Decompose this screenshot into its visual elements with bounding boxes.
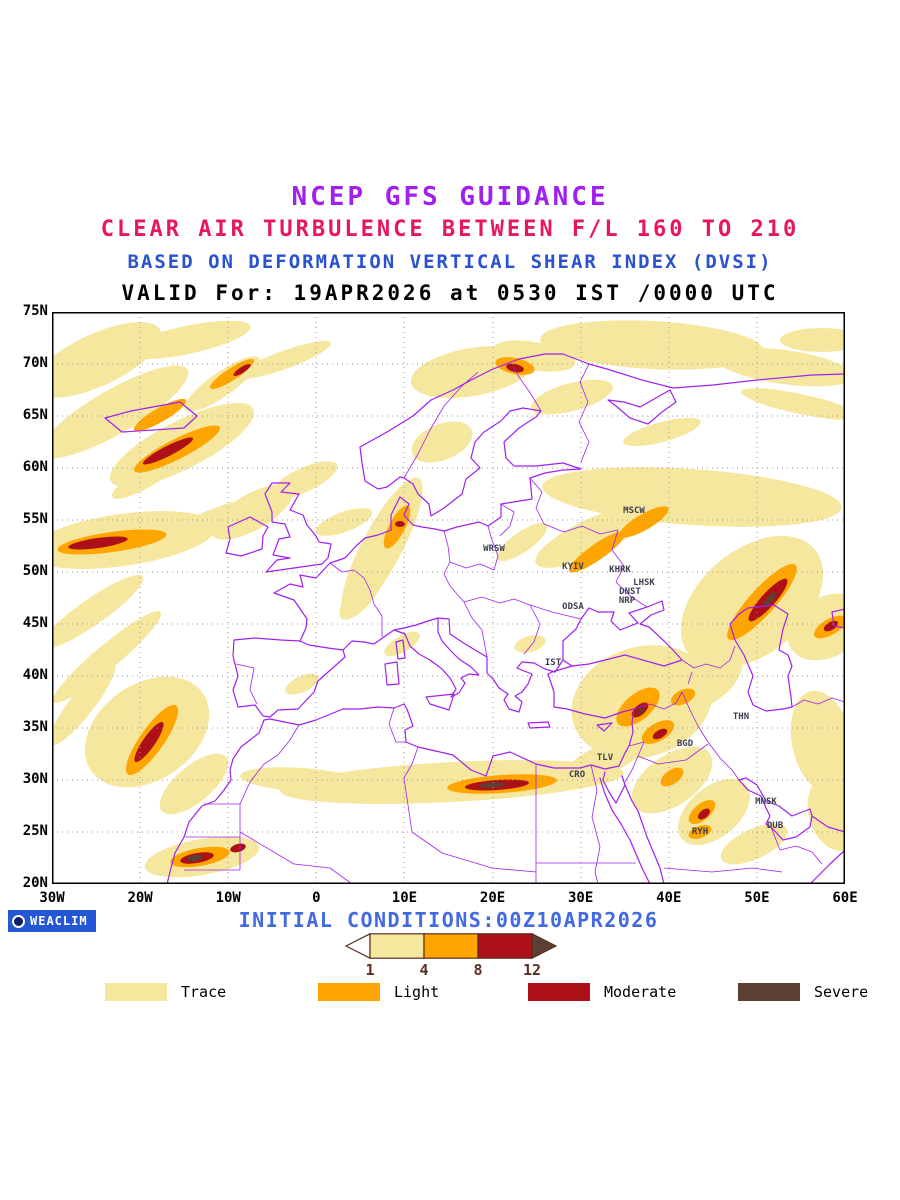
lon-tick-50E: 50E [744, 890, 770, 906]
turbulence-severe-regions [187, 592, 777, 862]
initial-conditions-text: INITIAL CONDITIONS:00Z10APR2026 [238, 908, 659, 932]
colorbar-value-1: 1 [365, 961, 375, 979]
legend-swatch-moderate [528, 983, 590, 1001]
city-label-cro: CRO [568, 770, 586, 780]
lat-tick-25N: 25N [22, 823, 48, 839]
city-label-dnst: DNST [619, 587, 641, 597]
colorbar-canvas [344, 932, 558, 960]
lon-tick-60E: 60E [832, 890, 858, 906]
lat-tick-60N: 60N [22, 459, 48, 475]
lat-tick-65N: 65N [22, 407, 48, 423]
lon-tick-40E: 40E [656, 890, 682, 906]
legend-label-severe: Severe [814, 983, 869, 1001]
lat-tick-35N: 35N [22, 719, 48, 735]
graticule-grid [52, 312, 845, 884]
map-plot-area: MSCW WRSW KYIV KHRK LHSK DNST NRP ODSA IST THN BGD… [52, 312, 845, 884]
legend-item-severe: Severe [738, 983, 868, 1001]
lon-tick-10W: 10W [215, 890, 241, 906]
lat-tick-45N: 45N [22, 615, 48, 631]
legend-item-light: Light [318, 983, 439, 1001]
colorbar-left-arrow [344, 932, 371, 960]
lat-tick-40N: 40N [22, 667, 48, 683]
city-label-kyiv: KYIV [562, 562, 584, 572]
title-model: NCEP GFS GUIDANCE [291, 182, 609, 212]
legend-label-light: Light [394, 983, 440, 1001]
country-borders [184, 363, 845, 884]
lon-tick-10E: 10E [391, 890, 418, 906]
city-label-ryh: RYH [691, 827, 709, 837]
city-label-nrp: NRP [618, 596, 636, 606]
city-label-thn: THN [732, 712, 750, 722]
colorbar-light-segment [423, 933, 479, 959]
lon-tick-0: 0 [312, 890, 321, 906]
title-method: BASED ON DEFORMATION VERTICAL SHEAR INDE… [127, 251, 773, 273]
lon-tick-20E: 20E [479, 890, 506, 906]
title-product: CLEAR AIR TURBULENCE BETWEEN F/L 160 TO … [100, 217, 800, 242]
city-label-mnsk: MNSK [755, 797, 777, 807]
weaclim-logo: WEACLIM [8, 910, 96, 932]
legend-label-trace: Trace [181, 983, 227, 1001]
legend-swatch-trace [105, 983, 167, 1001]
weaclim-logo-text: WEACLIM [30, 914, 88, 928]
colorbar-moderate-segment [477, 933, 533, 959]
colorbar-value-4: 4 [419, 961, 429, 979]
city-label-bgd: BGD [676, 739, 694, 749]
legend: Trace Light Moderate Severe [0, 983, 900, 1005]
city-label-tlv: TLV [596, 753, 614, 763]
weaclim-logo-icon [12, 914, 25, 928]
colorbar-trace-segment [369, 933, 425, 959]
coastlines [104, 353, 845, 884]
colorbar-value-8: 8 [473, 961, 483, 979]
lat-tick-50N: 50N [22, 563, 48, 579]
colorbar-values: 1 4 8 12 [345, 961, 557, 979]
city-label-ist: IST [544, 658, 562, 668]
legend-swatch-light [318, 983, 380, 1001]
city-label-odsa: ODSA [562, 602, 584, 612]
legend-item-moderate: Moderate [528, 983, 676, 1001]
legend-item-trace: Trace [105, 983, 226, 1001]
city-label-wrsw: WRSW [483, 544, 505, 554]
map-canvas [52, 312, 845, 884]
colorbar [344, 932, 558, 960]
colorbar-value-12: 12 [522, 961, 542, 979]
lon-tick-30W: 30W [39, 890, 65, 906]
lat-tick-20N: 20N [22, 875, 48, 891]
lat-tick-55N: 55N [22, 511, 48, 527]
city-label-lhsk: LHSK [633, 578, 655, 588]
legend-swatch-severe [738, 983, 800, 1001]
map-frame [52, 312, 845, 884]
legend-label-moderate: Moderate [604, 983, 677, 1001]
city-label-dub: DUB [766, 821, 784, 831]
lat-tick-30N: 30N [22, 771, 48, 787]
city-label-mscw: MSCW [623, 506, 645, 516]
lon-tick-30E: 30E [568, 890, 594, 906]
turbulence-moderate-regions [68, 363, 839, 864]
lat-tick-75N: 75N [22, 303, 48, 319]
turbulence-trace-regions [52, 320, 845, 878]
colorbar-right-arrow [531, 932, 558, 960]
lat-tick-70N: 70N [22, 355, 48, 371]
city-label-khrk: KHRK [609, 565, 631, 575]
lon-tick-20W: 20W [127, 890, 153, 906]
title-valid-time: VALID For: 19APR2026 at 0530 IST /0000 U… [121, 281, 779, 305]
